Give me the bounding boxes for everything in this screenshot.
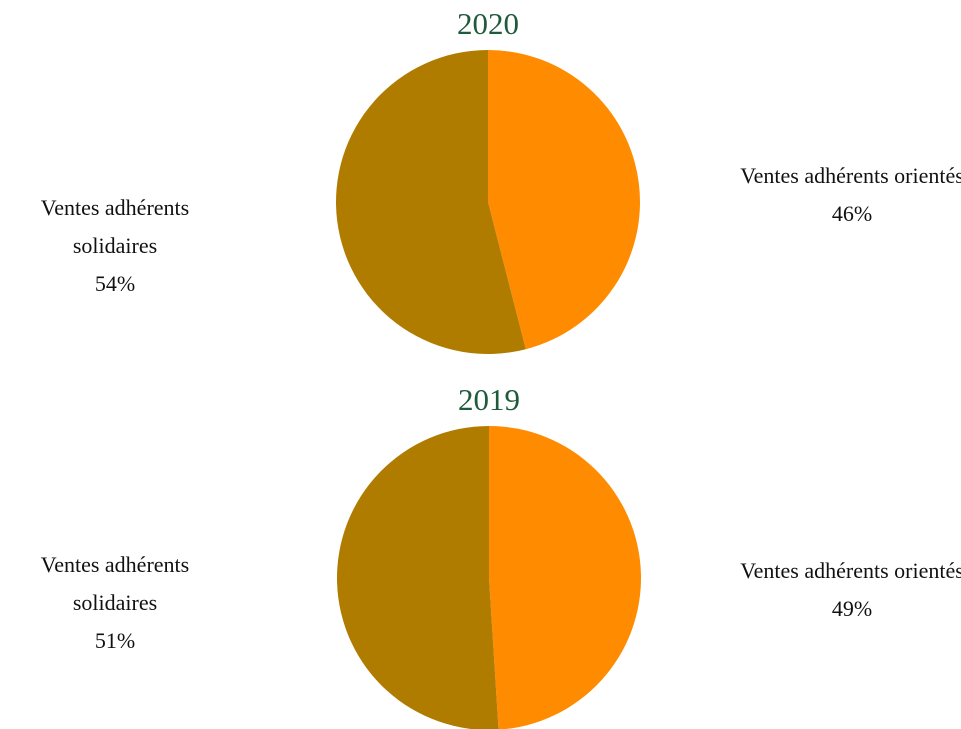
value-label: 54% — [94, 271, 136, 296]
pie-slice — [489, 426, 641, 729]
category-label: Ventes adhérents orientés — [740, 558, 961, 583]
slice-label: Ventes adhérents solidaires 54% — [0, 189, 230, 303]
chart-title: 2019 — [458, 382, 520, 417]
pie-slice — [336, 50, 526, 354]
pie-slice — [337, 426, 499, 729]
chart-title: 2020 — [457, 6, 519, 41]
pie-slice — [488, 50, 641, 350]
value-label: 51% — [94, 628, 136, 653]
value-label: 46% — [831, 201, 873, 226]
value-label: 49% — [831, 596, 873, 621]
slice-label: Ventes adhérents orientés 49% — [737, 552, 961, 628]
category-label: Ventes adhérents solidaires — [40, 195, 190, 258]
category-label: Ventes adhérents solidaires — [40, 552, 190, 615]
category-label: Ventes adhérents orientés — [740, 163, 961, 188]
slice-label: Ventes adhérents orientés 46% — [737, 157, 961, 233]
slice-label: Ventes adhérents solidaires 51% — [0, 546, 230, 660]
